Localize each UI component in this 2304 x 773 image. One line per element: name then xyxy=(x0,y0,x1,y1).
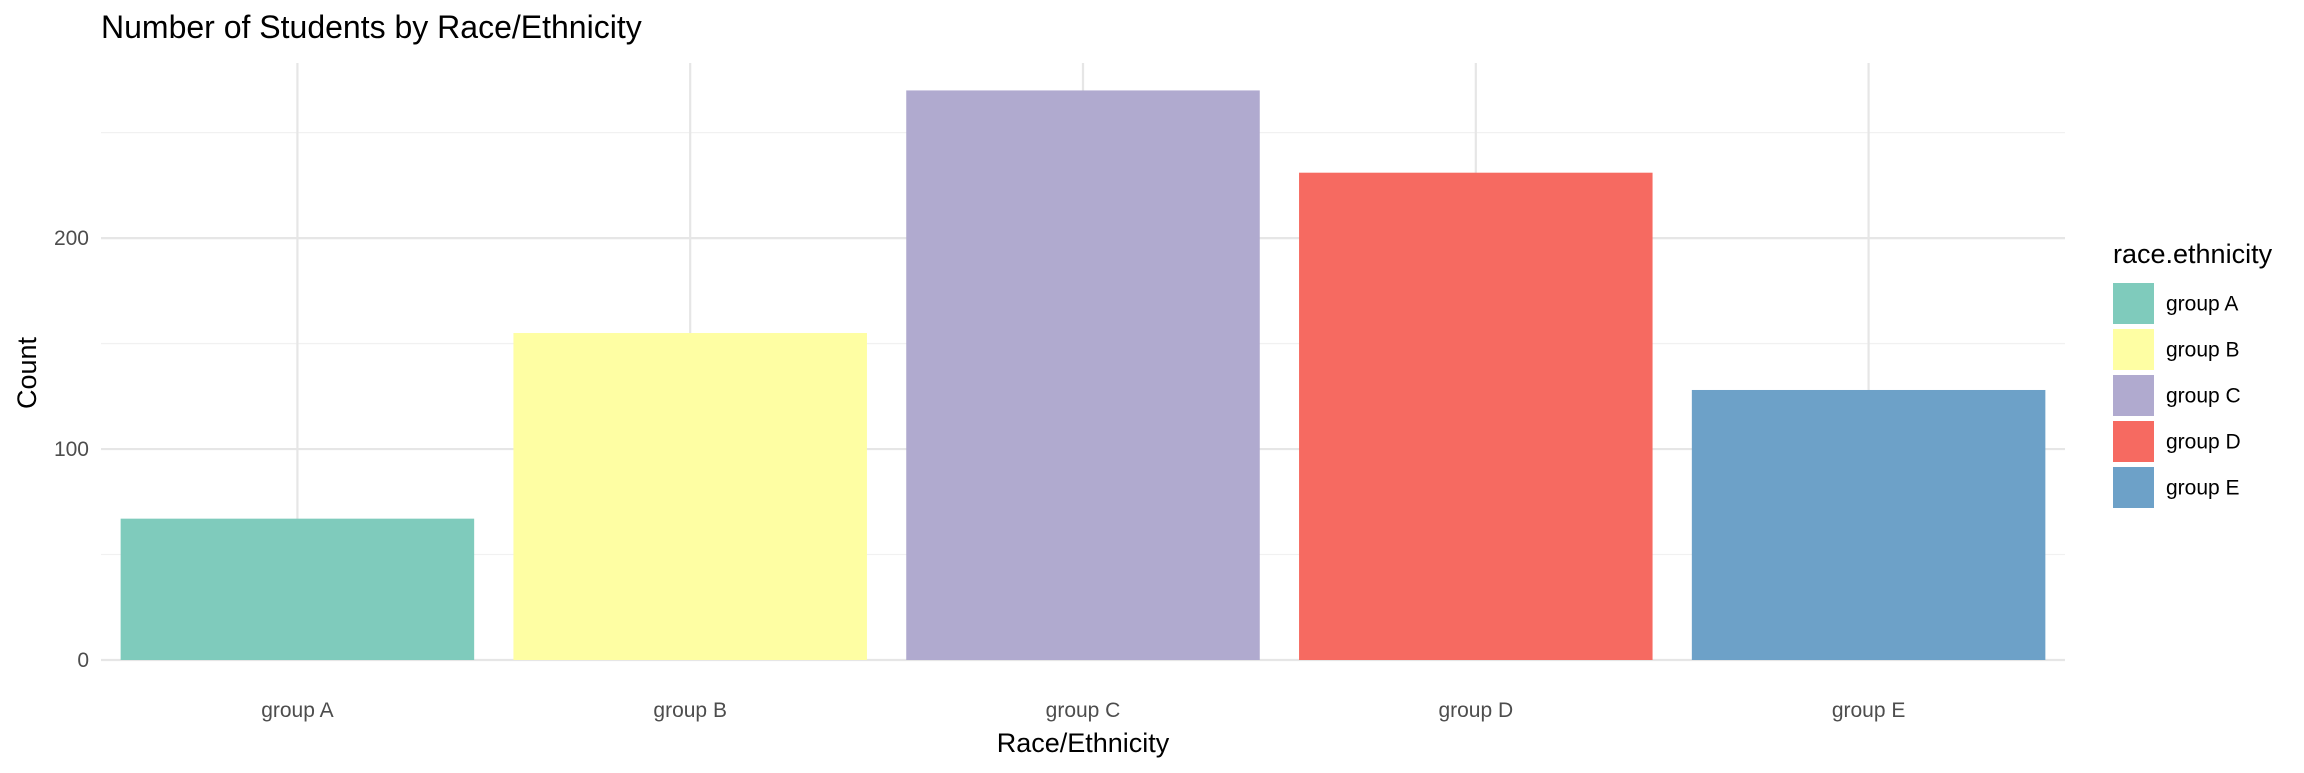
bars xyxy=(120,90,2046,661)
x-tick-label: group A xyxy=(261,699,333,722)
bar-group-a xyxy=(120,518,475,660)
x-tick-label: group C xyxy=(1046,699,1121,722)
legend-label: group E xyxy=(2166,477,2240,500)
x-tick-label: group E xyxy=(1832,699,1906,722)
bar-group-e xyxy=(1691,389,2046,660)
legend-key xyxy=(2113,467,2154,508)
bar-group-c xyxy=(906,90,1260,661)
legend-key xyxy=(2113,283,2154,324)
chart-title: Number of Students by Race/Ethnicity xyxy=(101,9,642,45)
bar-group-b xyxy=(513,333,867,660)
x-axis-title: Race/Ethnicity xyxy=(997,728,1170,758)
legend-key xyxy=(2113,375,2154,416)
legend-label: group D xyxy=(2166,431,2241,454)
y-tick-label: 200 xyxy=(54,227,89,250)
x-tick-label: group D xyxy=(1438,699,1513,722)
legend-key xyxy=(2113,421,2154,462)
y-axis-title: Count xyxy=(12,336,42,409)
legend-label: group B xyxy=(2166,339,2240,362)
y-tick-label: 0 xyxy=(77,649,89,672)
legend-label: group A xyxy=(2166,293,2238,316)
bar-group-d xyxy=(1299,172,1653,660)
y-axis-tick-labels: 0 100 200 xyxy=(54,227,89,672)
y-tick-label: 100 xyxy=(54,438,89,461)
legend-key xyxy=(2113,329,2154,370)
legend-title: race.ethnicity xyxy=(2113,239,2273,269)
legend-label: group C xyxy=(2166,385,2241,408)
legend-items: group A group B group C group D group E xyxy=(2113,283,2241,508)
x-tick-label: group B xyxy=(653,699,727,722)
x-axis-tick-labels: group A group B group C group D group E xyxy=(261,699,1905,722)
